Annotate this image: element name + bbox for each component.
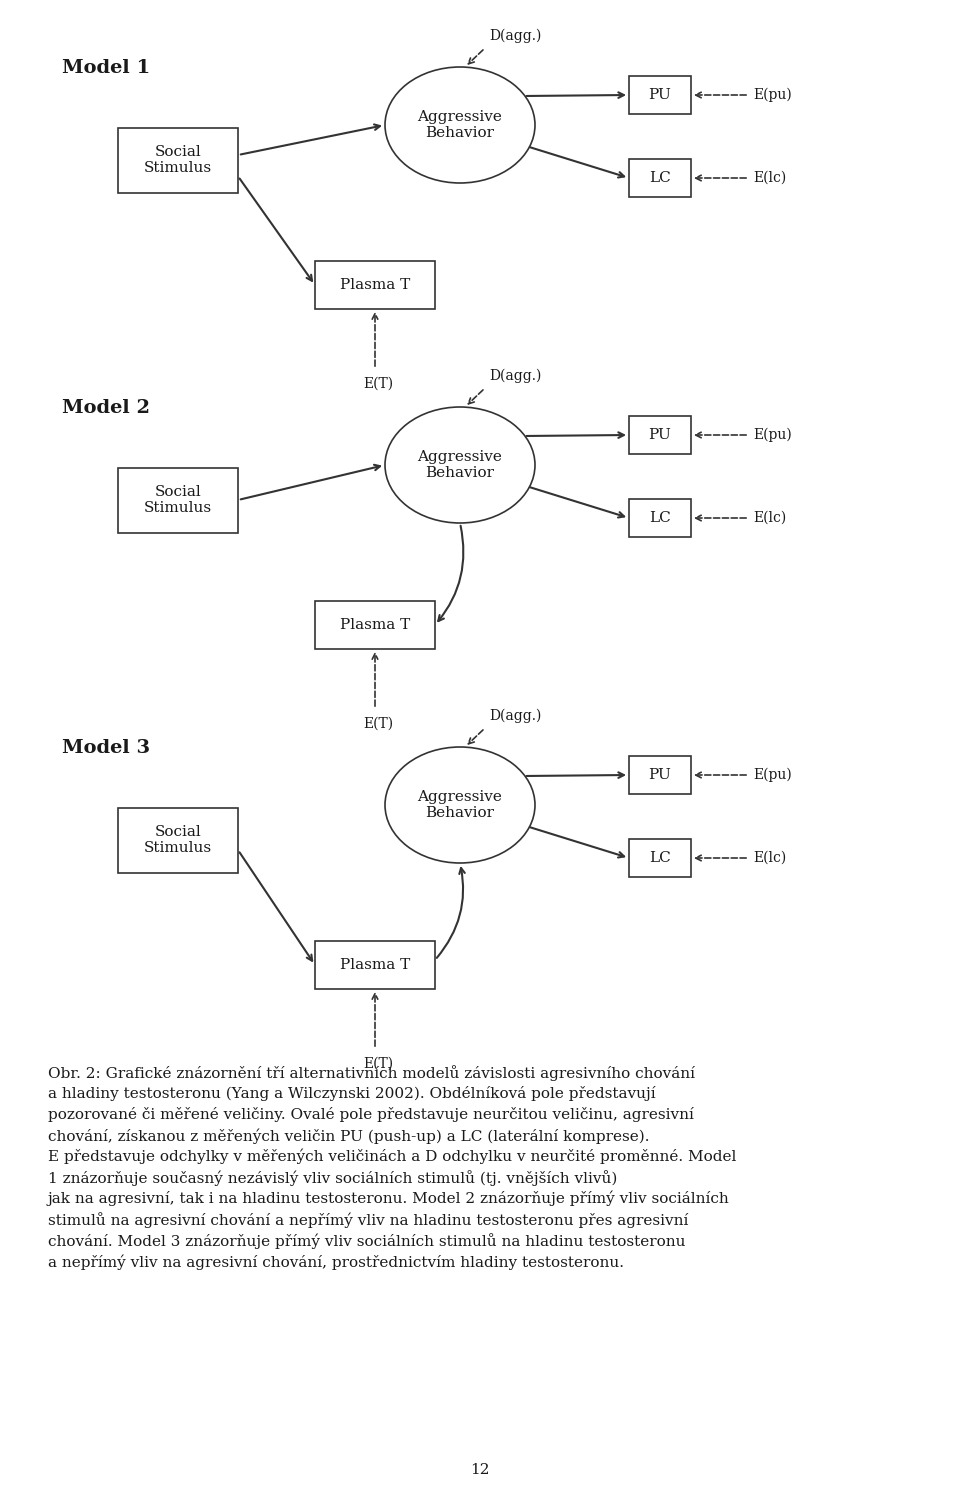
Text: Social
Stimulus: Social Stimulus — [144, 826, 212, 856]
Text: 12: 12 — [470, 1463, 490, 1477]
FancyBboxPatch shape — [315, 261, 435, 309]
Text: E(lc): E(lc) — [753, 510, 786, 525]
Text: PU: PU — [649, 428, 671, 441]
Text: Aggressive
Behavior: Aggressive Behavior — [418, 450, 502, 480]
Text: Model 2: Model 2 — [62, 399, 150, 417]
Text: E představuje odchylky v měřených veličinách a D odchylku v neurčité proměnné. M: E představuje odchylky v měřených veliči… — [48, 1148, 736, 1165]
FancyBboxPatch shape — [118, 128, 238, 192]
Text: Plasma T: Plasma T — [340, 278, 410, 293]
Text: E(pu): E(pu) — [753, 87, 792, 102]
Text: LC: LC — [649, 851, 671, 865]
Text: Social
Stimulus: Social Stimulus — [144, 146, 212, 176]
Text: 1 znázorňuje současný nezávislý vliv sociálních stimulů (tj. vnějších vlivů): 1 znázorňuje současný nezávislý vliv soc… — [48, 1169, 617, 1186]
Text: chování, získanou z měřených veličin PU (push-up) a LC (laterální komprese).: chování, získanou z měřených veličin PU … — [48, 1127, 650, 1144]
FancyBboxPatch shape — [315, 941, 435, 989]
FancyBboxPatch shape — [118, 808, 238, 872]
FancyBboxPatch shape — [629, 159, 691, 197]
Text: PU: PU — [649, 769, 671, 782]
Text: Model 3: Model 3 — [62, 738, 150, 757]
Text: pozorované či měřené veličiny. Ovalé pole představuje neurčitou veličinu, agresi: pozorované či měřené veličiny. Ovalé pol… — [48, 1108, 694, 1123]
Text: Model 1: Model 1 — [62, 59, 151, 77]
Text: D(agg.): D(agg.) — [489, 708, 541, 723]
Text: a nepřímý vliv na agresivní chování, prostřednictvím hladiny testosteronu.: a nepřímý vliv na agresivní chování, pro… — [48, 1253, 624, 1270]
Text: Aggressive
Behavior: Aggressive Behavior — [418, 790, 502, 820]
Ellipse shape — [385, 407, 535, 522]
Text: Plasma T: Plasma T — [340, 618, 410, 632]
FancyBboxPatch shape — [629, 498, 691, 537]
Ellipse shape — [385, 747, 535, 863]
Text: E(pu): E(pu) — [753, 428, 792, 443]
Text: E(T): E(T) — [363, 377, 394, 390]
Text: LC: LC — [649, 510, 671, 525]
FancyBboxPatch shape — [629, 416, 691, 453]
Text: E(lc): E(lc) — [753, 851, 786, 865]
Text: Plasma T: Plasma T — [340, 958, 410, 973]
Text: PU: PU — [649, 89, 671, 102]
Text: LC: LC — [649, 171, 671, 185]
Ellipse shape — [385, 68, 535, 183]
Text: E(pu): E(pu) — [753, 769, 792, 782]
Text: jak na agresivní, tak i na hladinu testosteronu. Model 2 znázorňuje přímý vliv s: jak na agresivní, tak i na hladinu testo… — [48, 1190, 730, 1207]
Text: D(agg.): D(agg.) — [489, 369, 541, 383]
FancyBboxPatch shape — [315, 600, 435, 648]
Text: E(T): E(T) — [363, 1057, 394, 1072]
FancyBboxPatch shape — [629, 839, 691, 877]
FancyBboxPatch shape — [118, 467, 238, 533]
Text: Obr. 2: Grafické znázornění tří alternativních modelů závislosti agresivního cho: Obr. 2: Grafické znázornění tří alternat… — [48, 1066, 695, 1081]
Text: Social
Stimulus: Social Stimulus — [144, 485, 212, 515]
FancyBboxPatch shape — [629, 77, 691, 114]
Text: E(T): E(T) — [363, 717, 394, 731]
Text: Aggressive
Behavior: Aggressive Behavior — [418, 110, 502, 140]
Text: E(lc): E(lc) — [753, 171, 786, 185]
Text: chování. Model 3 znázorňuje přímý vliv sociálních stimulů na hladinu testosteron: chování. Model 3 znázorňuje přímý vliv s… — [48, 1232, 685, 1249]
Text: stimulů na agresivní chování a nepřímý vliv na hladinu testosteronu přes agresiv: stimulů na agresivní chování a nepřímý v… — [48, 1211, 688, 1228]
FancyBboxPatch shape — [629, 757, 691, 794]
Text: a hladiny testosteronu (Yang a Wilczynski 2002). Obdélníková pole představují: a hladiny testosteronu (Yang a Wilczynsk… — [48, 1087, 656, 1102]
Text: D(agg.): D(agg.) — [489, 29, 541, 44]
